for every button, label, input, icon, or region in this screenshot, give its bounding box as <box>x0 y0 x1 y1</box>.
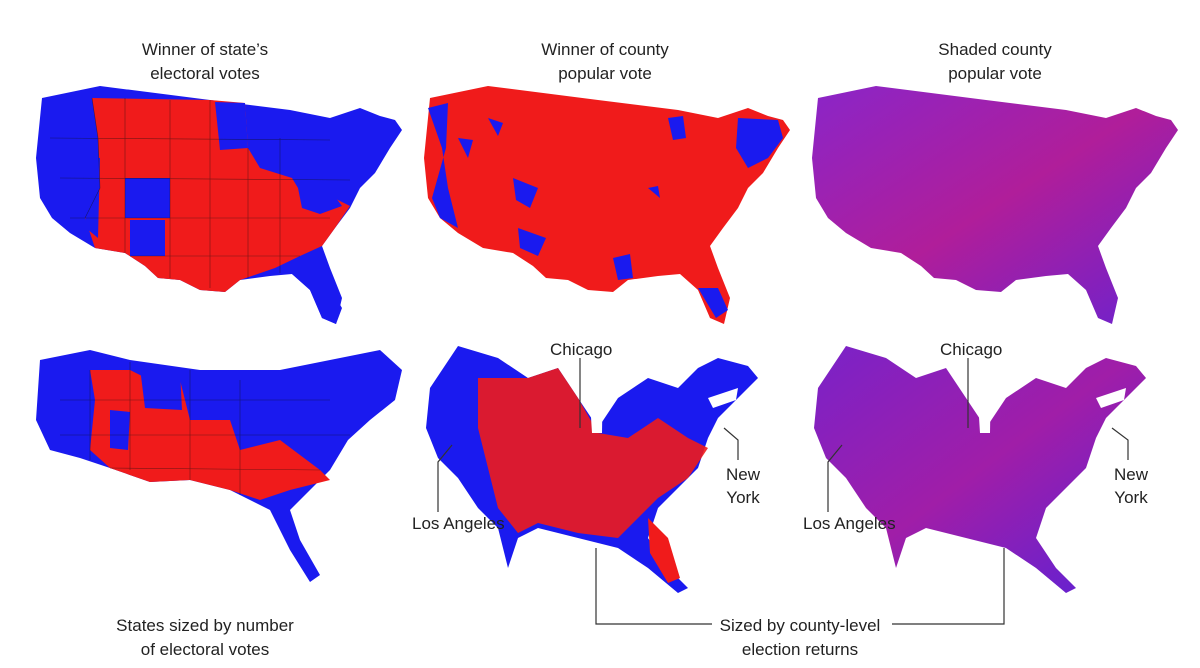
blue-minnesota <box>215 102 248 150</box>
county-cartogram-shaded <box>814 346 1146 593</box>
cartogram-borders <box>60 362 350 495</box>
caption-county-winner: Winner of county popular vote <box>541 40 669 83</box>
label-los-angeles-right: Los Angeles <box>803 514 896 533</box>
map-county-sized-shaded <box>814 346 1146 593</box>
label-chicago-right: Chicago <box>940 340 1003 359</box>
great-lakes-white-shaded <box>976 368 991 433</box>
blue-virginia <box>298 188 342 214</box>
caption-county-sized: Sized by county-level election returns <box>719 616 881 659</box>
label-new-york-right: New York <box>1114 465 1149 507</box>
us-shape-red-base <box>424 86 790 324</box>
map-state-electoral <box>36 86 402 324</box>
caption-state-electoral: Winner of state’s electoral votes <box>141 40 269 83</box>
map-county-shaded <box>812 86 1178 324</box>
cartogram-blue-colorado <box>110 410 130 450</box>
label-chicago-mid: Chicago <box>550 340 613 359</box>
label-los-angeles-mid: Los Angeles <box>412 514 505 533</box>
county-cartogram-red-south <box>648 518 680 583</box>
blue-florida <box>292 268 342 324</box>
democrat-counties <box>428 103 783 318</box>
label-new-york-mid: New York <box>726 465 761 507</box>
blue-new-mexico <box>130 220 165 256</box>
blue-colorado <box>125 178 170 218</box>
caption-states-sized: States sized by number of electoral vote… <box>116 616 294 659</box>
county-cartogram-red <box>478 368 708 538</box>
map-county-winner <box>424 86 790 324</box>
us-shape-shaded <box>812 86 1178 324</box>
map-states-sized <box>36 350 402 582</box>
great-lakes-white <box>588 368 603 433</box>
lake-erie-white <box>708 388 738 408</box>
state-borders <box>49 97 351 288</box>
cartogram-blue-minnesota <box>140 368 182 410</box>
caption-county-shaded: Shaded county popular vote <box>938 40 1052 83</box>
map-county-sized-winner <box>426 346 758 593</box>
lake-erie-white-shaded <box>1096 388 1126 408</box>
